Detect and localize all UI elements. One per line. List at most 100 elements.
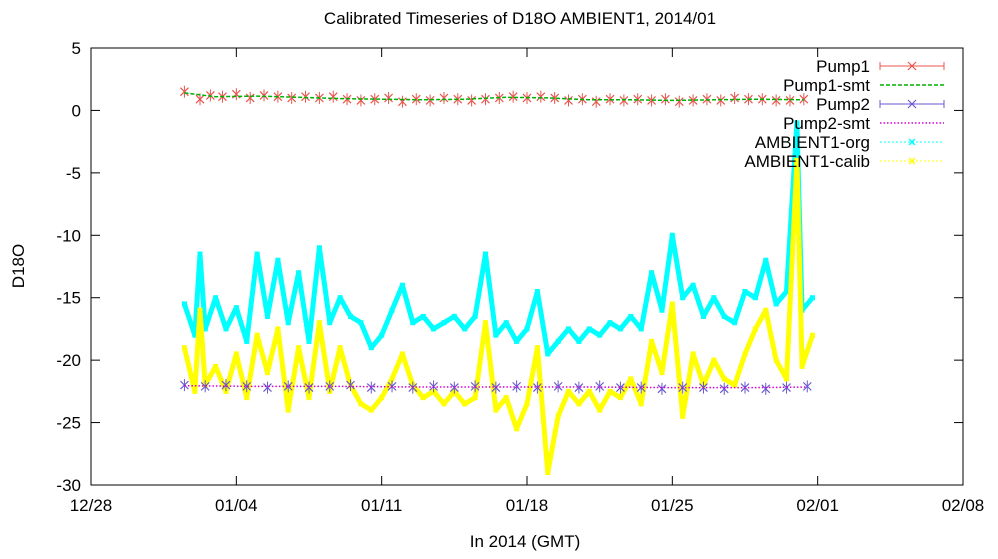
data-point — [752, 326, 758, 332]
series-pump2-smt — [184, 384, 808, 389]
data-point — [607, 388, 613, 394]
data-point — [346, 380, 355, 390]
data-point — [285, 320, 291, 326]
data-point — [221, 380, 231, 390]
data-point — [595, 381, 605, 391]
data-point — [491, 383, 501, 393]
data-point — [784, 288, 790, 294]
data-point — [356, 96, 366, 105]
data-point — [742, 288, 748, 294]
data-point — [195, 94, 205, 104]
data-point — [259, 91, 269, 100]
data-point — [439, 93, 449, 103]
data-point — [669, 301, 675, 307]
data-point — [555, 413, 561, 419]
series-line — [184, 384, 808, 389]
data-point — [597, 407, 603, 413]
data-point — [493, 332, 499, 338]
legend-label: AMBIENT1-org — [755, 133, 870, 152]
data-point — [607, 320, 613, 326]
data-point — [508, 92, 518, 102]
data-point — [711, 295, 717, 301]
data-point — [366, 383, 376, 393]
data-point — [773, 357, 779, 363]
data-point — [771, 96, 781, 105]
data-point — [337, 295, 343, 301]
data-point — [285, 407, 291, 413]
data-point — [534, 288, 540, 294]
data-point — [264, 370, 270, 376]
data-point — [545, 351, 551, 357]
data-point — [275, 326, 281, 332]
data-point — [379, 395, 385, 401]
data-point — [325, 381, 335, 391]
legend-label: Pump2 — [816, 95, 870, 114]
data-point — [245, 93, 255, 103]
data-point — [202, 326, 208, 332]
data-point — [576, 338, 582, 344]
data-point — [296, 270, 302, 276]
data-point — [384, 93, 394, 103]
data-point — [379, 332, 385, 338]
data-point — [441, 401, 447, 407]
data-point — [503, 320, 509, 326]
data-point — [233, 351, 239, 357]
y-tick-label: -20 — [56, 351, 81, 370]
x-tick-label: 01/11 — [361, 496, 402, 515]
data-point — [420, 395, 426, 401]
legend-label: Pump1 — [816, 57, 870, 76]
data-point — [761, 384, 771, 394]
x-tick-label: 12/28 — [70, 496, 113, 515]
data-point — [628, 376, 634, 382]
data-point — [223, 388, 229, 394]
data-point — [482, 320, 488, 326]
data-point — [358, 320, 364, 326]
data-point — [223, 326, 229, 332]
data-point — [802, 381, 812, 391]
y-tick-label: -25 — [56, 414, 81, 433]
data-point — [181, 301, 187, 307]
data-point — [617, 395, 623, 401]
data-point — [536, 92, 546, 102]
data-point — [192, 332, 198, 338]
data-point — [553, 381, 563, 391]
data-point — [462, 326, 468, 332]
data-point — [472, 395, 478, 401]
x-axis-title: In 2014 (GMT) — [470, 532, 581, 551]
chart-title: Calibrated Timeseries of D18O AMBIENT1, … — [324, 9, 716, 28]
x-tick-label: 01/25 — [651, 496, 694, 515]
data-point — [399, 282, 405, 288]
data-point — [591, 97, 601, 107]
series-ambient1-org — [181, 120, 815, 357]
data-point — [719, 384, 729, 394]
data-point — [503, 395, 509, 401]
series-layer — [180, 85, 815, 476]
data-point — [197, 251, 203, 257]
data-point — [576, 401, 582, 407]
data-point — [244, 395, 250, 401]
data-point — [431, 326, 437, 332]
data-point — [254, 251, 260, 257]
legend-swatch — [907, 61, 917, 71]
data-point — [316, 245, 322, 251]
data-point — [287, 93, 297, 103]
y-tick-label: -30 — [56, 476, 81, 495]
data-point — [617, 326, 623, 332]
series-pump1-smt — [184, 92, 804, 102]
data-point — [732, 320, 738, 326]
data-point — [514, 338, 520, 344]
data-point — [809, 332, 815, 338]
legend-label: Pump2-smt — [783, 114, 870, 133]
data-point — [348, 313, 354, 319]
data-point — [711, 357, 717, 363]
data-point — [328, 92, 338, 102]
legend-swatch — [907, 99, 917, 109]
data-point — [674, 97, 684, 107]
data-point — [794, 120, 800, 126]
y-axis-title: D18O — [9, 244, 28, 288]
data-point — [304, 383, 314, 393]
data-point — [809, 295, 815, 301]
data-point — [451, 313, 457, 319]
data-point — [316, 320, 322, 326]
data-point — [649, 338, 655, 344]
